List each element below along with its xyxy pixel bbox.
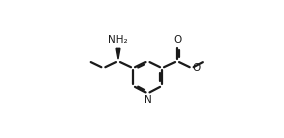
Text: O: O (193, 63, 201, 73)
Text: O: O (173, 35, 181, 45)
Polygon shape (116, 48, 120, 59)
Text: NH₂: NH₂ (108, 35, 128, 45)
Text: N: N (144, 95, 151, 105)
